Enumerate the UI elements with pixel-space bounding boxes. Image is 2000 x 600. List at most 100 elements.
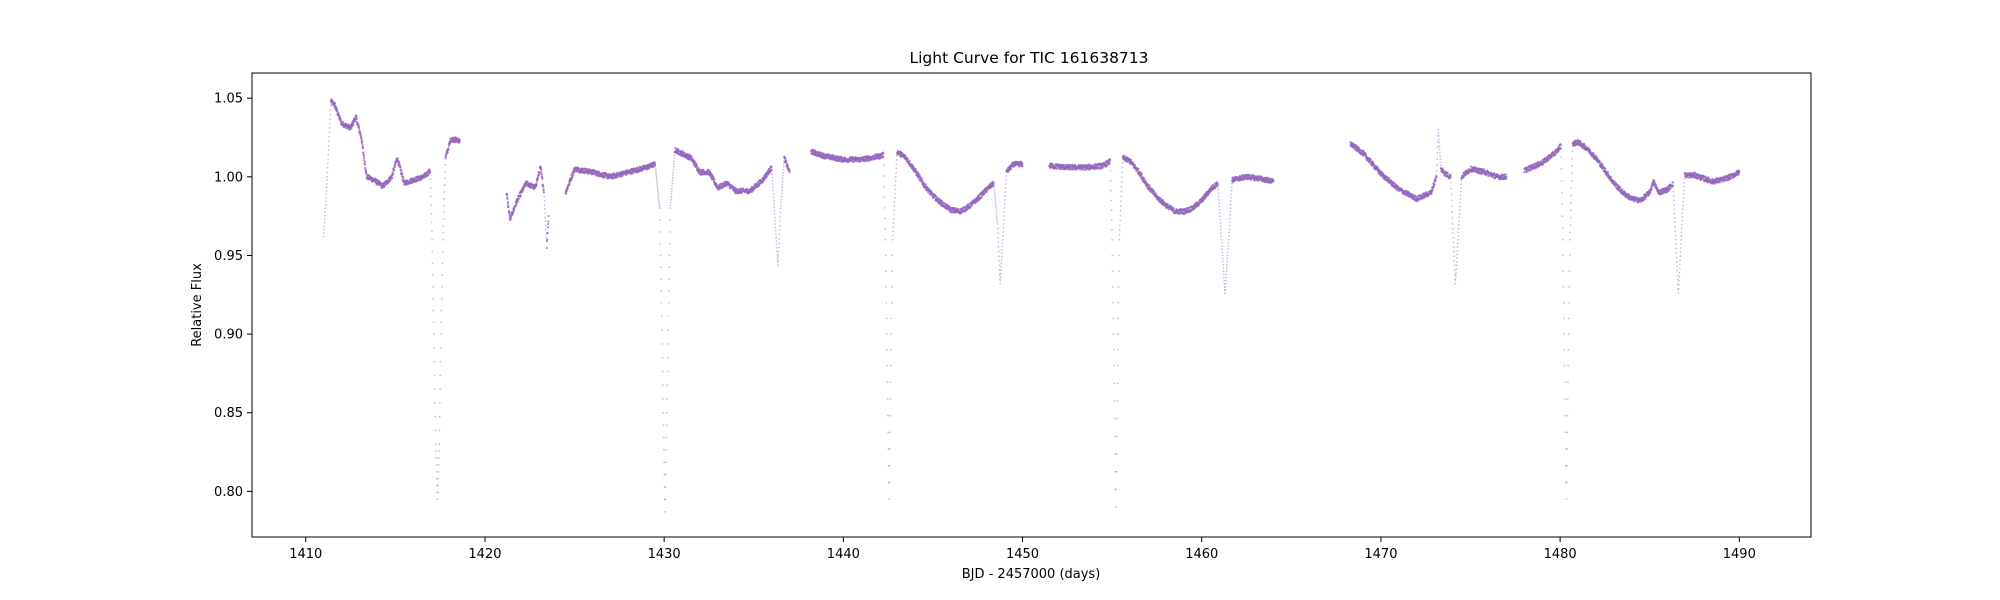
data-point [893,201,896,203]
data-point [771,176,774,179]
data-point [670,196,673,199]
data-point [886,364,889,367]
data-point [517,197,521,200]
data-point [398,162,401,166]
data-point [655,178,658,180]
data-point [1227,248,1229,251]
data-point [323,221,326,224]
data-point [1598,160,1601,163]
data-point [1000,255,1003,258]
data-point [1564,431,1567,434]
data-point [436,491,439,494]
data-point [361,140,364,143]
data-point [538,171,541,175]
data-point [437,484,439,487]
data-point [1451,223,1454,225]
data-point [1561,215,1564,218]
chart-title: Light Curve for TIC 161638713 [909,49,1148,67]
data-point [779,204,782,207]
data-points [322,98,1741,513]
data-point [658,207,661,210]
data-point [772,186,774,189]
data-point [1229,203,1232,206]
data-point [401,172,404,175]
data-point [669,204,672,207]
data-point [668,266,671,269]
data-point [1225,267,1228,269]
data-point [1109,179,1112,182]
data-point [1004,199,1006,201]
data-point [521,190,524,194]
data-point [884,228,887,231]
data-point [542,188,545,191]
data-point [1567,364,1570,367]
data-point [906,157,909,161]
data-point [776,250,778,253]
data-point [537,174,540,177]
data-point [1112,301,1114,304]
data-point [772,196,775,199]
data-point [1453,255,1455,258]
data-point [1116,400,1118,402]
data-point [882,155,885,159]
data-point [1002,222,1005,225]
data-point [329,113,332,116]
data-point [1451,205,1453,208]
data-point [439,388,442,391]
data-point [1113,382,1116,385]
data-point [1565,498,1568,501]
data-point [782,162,785,165]
data-point [1115,470,1118,473]
data-point [661,370,664,373]
data-point [329,118,331,120]
data-point [775,240,778,242]
data-point [440,297,443,300]
data-point [780,192,783,195]
data-point [510,217,513,220]
data-point [1120,181,1123,183]
data-point [361,147,365,150]
data-point [397,160,400,163]
data-point [1000,269,1002,272]
data-point [428,171,432,174]
data-point [774,219,776,222]
data-point [1459,201,1461,204]
data-point [1563,381,1566,384]
data-point [1220,235,1223,238]
data-point [544,212,547,215]
data-point [322,235,325,238]
data-point [1455,271,1457,274]
data-point [325,193,328,196]
data-point [568,182,571,185]
data-point [566,187,569,190]
data-point [669,207,672,210]
data-point [432,297,435,300]
data-point [993,189,996,192]
data-point [1121,176,1123,179]
data-point [889,431,891,434]
data-point [434,402,436,404]
data-point [429,186,432,189]
data-point [324,211,327,213]
data-point [1438,138,1440,141]
data-point [1004,187,1007,189]
data-point [888,464,891,467]
data-point [773,213,776,215]
data-point [1115,435,1118,438]
data-point [1449,175,1452,178]
data-point [1001,248,1004,251]
data-point [892,217,895,220]
data-point [935,195,938,198]
data-point [672,168,675,171]
data-point [1162,199,1165,202]
data-point [1454,279,1457,281]
data-point [1571,157,1574,160]
data-point [1219,218,1222,221]
data-point [775,233,777,236]
data-point [326,167,329,169]
data-point [1431,188,1434,191]
data-point [1230,196,1233,199]
data-point [327,153,330,156]
data-point [544,224,547,227]
data-point [765,175,768,178]
